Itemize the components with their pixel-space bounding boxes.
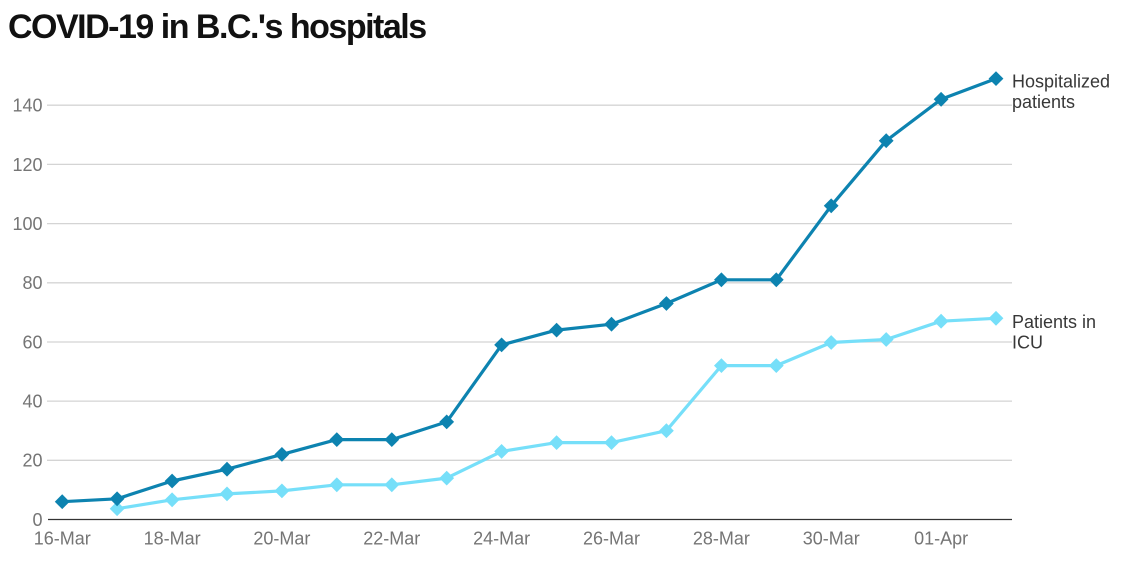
svg-text:22-Mar: 22-Mar: [363, 529, 420, 549]
svg-text:140: 140: [12, 96, 42, 116]
svg-text:ICU: ICU: [1012, 333, 1043, 353]
svg-text:28-Mar: 28-Mar: [693, 529, 750, 549]
svg-text:patients: patients: [1012, 92, 1075, 112]
svg-text:26-Mar: 26-Mar: [583, 529, 640, 549]
svg-text:100: 100: [12, 214, 42, 234]
svg-text:Hospitalized: Hospitalized: [1012, 71, 1110, 91]
svg-text:24-Mar: 24-Mar: [473, 529, 530, 549]
svg-text:20: 20: [22, 451, 42, 471]
svg-text:120: 120: [12, 155, 42, 175]
svg-text:01-Apr: 01-Apr: [914, 529, 968, 549]
svg-text:30-Mar: 30-Mar: [803, 529, 860, 549]
svg-text:40: 40: [22, 392, 42, 412]
svg-text:16-Mar: 16-Mar: [34, 529, 91, 549]
svg-text:18-Mar: 18-Mar: [144, 529, 201, 549]
svg-text:Patients in: Patients in: [1012, 312, 1096, 332]
svg-text:80: 80: [22, 273, 42, 293]
svg-text:20-Mar: 20-Mar: [253, 529, 310, 549]
svg-text:0: 0: [32, 510, 42, 530]
svg-text:60: 60: [22, 332, 42, 352]
